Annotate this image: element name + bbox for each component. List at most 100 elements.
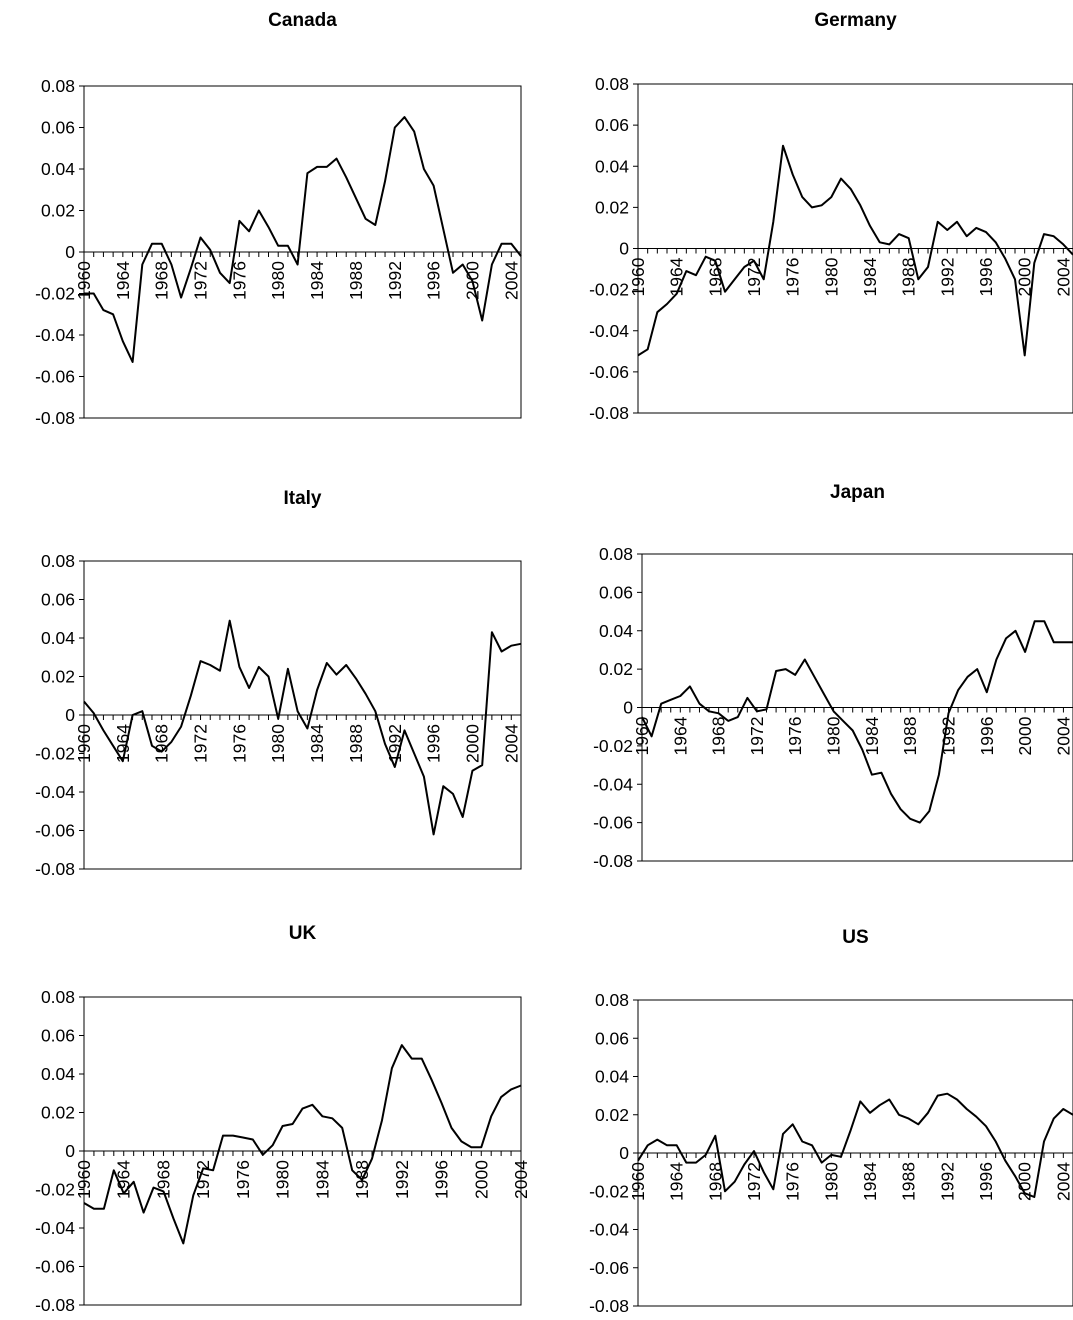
series-line-italy [83,619,522,836]
y-tick-label: -0.08 [589,403,629,423]
chart-germany: Germany 0.08 0.06 0.04 0.02 0 -0.02 -0.04 -0.06 -… [589,10,1073,423]
x-tick-label: 2000 [1015,257,1035,296]
x-tick-label: 1988 [899,1162,919,1201]
x-tick-label: 1980 [821,1162,841,1201]
y-tick-label: 0.02 [41,667,75,687]
plot-frame [638,999,1073,1307]
y-tick-label: -0.04 [589,1220,629,1240]
y-tick-label: -0.08 [35,1295,75,1315]
y-tick-label: 0.08 [41,987,75,1007]
chart-panel-uk: UK 0.08 0.06 0.04 0.02 0 -0.02 -0.04 -0.06 -0.08 1… [0,905,535,1320]
x-tick-label: 1976 [233,1160,253,1199]
y-tick-label: -0.06 [593,813,633,833]
x-tick-label: 1988 [900,717,920,756]
chart-japan: Japan 0.08 0.06 0.04 0.02 0 -0.02 -0.04 -0.06 -0.… [593,482,1073,871]
plot-frame [642,553,1073,862]
y-tick-label: -0.02 [35,744,75,764]
x-tick-label: 1968 [709,717,729,756]
x-tick-label: 1984 [307,724,327,763]
x-tick-label: 2000 [462,724,482,763]
chart-title: Germany [814,10,897,31]
y-tick-label: 0 [65,242,75,262]
x-tick-label: 2000 [471,1160,491,1199]
x-tick-label: 1968 [705,1162,725,1201]
y-tick-label: 0.02 [595,197,629,217]
y-tick-label: -0.02 [35,284,75,304]
x-tick-label: 1984 [862,716,882,755]
x-tick-label: 1984 [860,257,880,296]
chart-title: Canada [268,10,337,31]
x-tick-label: 1980 [268,261,288,300]
x-tick-label: 2000 [1015,1162,1035,1201]
series-line-japan [641,620,1073,824]
y-tick-label: -0.06 [35,367,75,387]
x-tick-label: 1996 [424,724,444,763]
x-tick-label: 2000 [1015,716,1035,755]
x-tick-label: 1992 [392,1160,412,1199]
y-tick-label: 0 [65,1141,75,1161]
x-tick-label: 1972 [193,1160,213,1199]
y-tick-label: -0.04 [35,782,75,802]
x-tick-label: 2004 [501,724,521,763]
y-tick-label: -0.08 [35,859,75,879]
y-tick-label: 0.04 [41,628,75,648]
x-tick-label: 1980 [824,716,844,755]
y-tick-label: 0 [65,705,75,725]
x-tick-label: 1964 [113,261,133,300]
x-tick-label: 1976 [229,261,249,300]
x-tick-label: 1984 [312,1160,332,1199]
chart-panel-japan: Japan 0.08 0.06 0.04 0.02 0 -0.02 -0.04 -0.06 -0.… [540,470,1073,890]
chart-us: US 0.08 0.06 0.04 0.02 0 -0.02 -0.04 -0.06 -0.08 1… [589,927,1073,1316]
chart-panel-us: US 0.08 0.06 0.04 0.02 0 -0.02 -0.04 -0.06 -0.08 1… [540,905,1073,1320]
y-tick-label: -0.02 [589,1181,629,1201]
x-tick-label: 1968 [152,724,172,763]
x-tick-label: 1980 [273,1160,293,1199]
y-tick-label: 0 [619,239,629,259]
y-tick-label: 0.06 [41,590,75,610]
x-tick-label: 1996 [976,1162,996,1201]
y-tick-label: 0.04 [41,1064,75,1084]
chart-panel-italy: Italy 0.08 0.06 0.04 0.02 0 -0.02 -0.04 -0.06 -0.… [0,470,535,890]
x-tick-label: 1996 [424,261,444,300]
y-tick-label: -0.04 [589,321,629,341]
chart-italy: Italy 0.08 0.06 0.04 0.02 0 -0.02 -0.04 -0.06 -0.… [35,488,522,879]
x-tick-label: 1964 [667,257,687,296]
y-tick-label: 0.02 [599,659,633,679]
x-tick-label: 1992 [937,258,957,297]
x-tick-label: 1992 [938,717,958,756]
x-tick-label: 1976 [783,258,803,297]
x-tick-label: 2004 [1053,257,1073,296]
x-tick-label: 1992 [385,261,405,300]
x-tick-label: 1968 [152,261,172,300]
x-tick-label: 1964 [670,716,690,755]
series-line-us [637,1092,1073,1198]
series-line-germany [637,144,1073,357]
x-tick-label: 1988 [346,261,366,300]
y-tick-label: 0.08 [595,74,629,94]
x-tick-label: 1972 [747,717,767,756]
series-line-canada [84,116,522,363]
y-tick-label: -0.06 [35,821,75,841]
y-tick-label: -0.08 [589,1296,629,1316]
x-tick-label: 1996 [977,717,997,756]
chart-title: Italy [283,488,321,509]
chart-canada: Canada 0.08 0.06 0.04 0.02 0 -0.02 -0.04 -0.06 -0… [35,10,522,428]
y-tick-label: -0.04 [35,1218,75,1238]
y-tick-label: 0 [619,1143,629,1163]
y-tick-label: 0.06 [41,118,75,138]
x-tick-label: 1988 [346,724,366,763]
y-tick-label: 0.04 [599,621,633,641]
x-tick-label: 1988 [899,258,919,297]
x-tick-label: 1996 [976,258,996,297]
y-tick-label: -0.04 [593,774,633,794]
y-tick-label: -0.08 [593,851,633,871]
x-tick-label: 1964 [667,1162,687,1201]
x-tick-label: 1972 [191,261,211,300]
chart-title: US [842,927,868,948]
y-tick-label: 0.08 [599,544,633,564]
x-tick-label: 1964 [114,1160,134,1199]
x-tick-label: 1980 [268,724,288,763]
x-tick-label: 1976 [783,1162,803,1201]
x-tick-label: 1968 [705,258,725,297]
chart-title: Japan [830,482,885,503]
